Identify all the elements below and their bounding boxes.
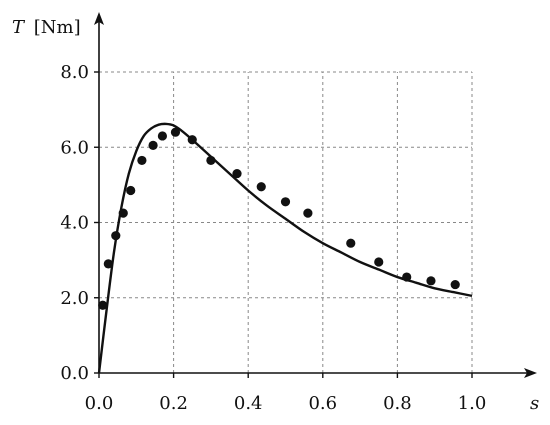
data-point xyxy=(187,135,197,145)
data-point xyxy=(137,155,147,166)
data-point xyxy=(256,182,266,192)
data-point xyxy=(346,238,356,248)
y-tick-label: 6.0 xyxy=(60,137,89,158)
data-point xyxy=(303,208,313,218)
y-axis-arrow xyxy=(94,12,104,25)
data-point xyxy=(148,140,158,150)
data-point xyxy=(103,259,113,269)
x-axis-arrow xyxy=(524,368,537,378)
y-tick-label: 2.0 xyxy=(60,288,89,309)
data-point xyxy=(118,208,128,218)
data-point xyxy=(426,276,436,286)
data-point xyxy=(374,257,384,267)
measured-points xyxy=(98,127,460,310)
x-tick-label: 0.6 xyxy=(308,393,337,414)
data-point xyxy=(280,197,291,207)
x-tick-label: 1.0 xyxy=(458,393,487,414)
data-point xyxy=(450,279,460,290)
axes xyxy=(94,12,537,378)
grid-lines xyxy=(99,71,473,373)
data-point xyxy=(157,131,168,141)
x-axis-symbol: s xyxy=(530,393,539,414)
data-point xyxy=(111,231,121,241)
y-tick-label: 4.0 xyxy=(60,213,89,234)
x-tick-label: 0.4 xyxy=(234,393,263,414)
data-point xyxy=(170,127,181,137)
torque-curve xyxy=(97,122,473,374)
y-tick-label: 8.0 xyxy=(60,62,89,83)
data-point xyxy=(232,168,242,179)
x-tick-label: 0.8 xyxy=(383,393,412,414)
data-point xyxy=(206,155,216,166)
y-axis-symbol: T xyxy=(12,17,26,38)
x-tick-label: 0.0 xyxy=(85,393,114,414)
y-axis-label: T [Nm] xyxy=(12,17,81,38)
tick-labels: 0.0 0.2 0.4 0.6 0.8 1.0 0.0 2.0 4.0 6.0 8.0 xyxy=(60,62,486,414)
x-axis-label: s xyxy=(530,393,539,414)
y-axis-unit: [Nm] xyxy=(34,17,81,38)
x-tick-label: 0.2 xyxy=(159,393,188,414)
y-tick-label: 0.0 xyxy=(60,363,89,384)
data-point xyxy=(402,272,412,282)
data-point xyxy=(126,185,136,196)
data-point xyxy=(98,300,108,310)
